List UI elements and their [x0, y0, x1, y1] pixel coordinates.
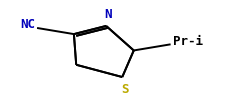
Text: NC: NC: [20, 18, 35, 31]
Text: S: S: [121, 83, 128, 96]
Text: N: N: [105, 8, 112, 21]
Text: Pr-i: Pr-i: [173, 35, 203, 48]
